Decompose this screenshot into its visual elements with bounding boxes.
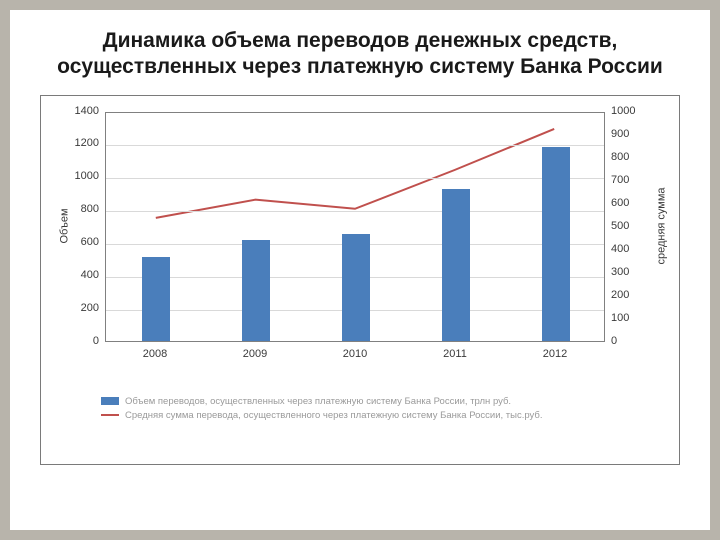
bar [142, 257, 170, 341]
legend-label-bar: Объем переводов, осуществленных через пл… [125, 396, 511, 407]
bar [242, 240, 270, 340]
y-left-tick: 1000 [69, 170, 99, 182]
bar [442, 189, 470, 340]
chart-title: Динамика объема переводов денежных средс… [32, 28, 688, 81]
y-left-tick: 600 [69, 236, 99, 248]
y-left-tick: 1200 [69, 137, 99, 149]
y-right-tick: 300 [611, 266, 645, 278]
bar [542, 147, 570, 341]
legend: Объем переводов, осуществленных через пл… [41, 396, 679, 424]
y-right-tick: 0 [611, 335, 645, 347]
y-axis-right-label: средняя сумма [656, 187, 668, 264]
y-right-tick: 800 [611, 151, 645, 163]
y-right-tick: 400 [611, 243, 645, 255]
y-left-tick: 200 [69, 302, 99, 314]
y-left-tick: 0 [69, 335, 99, 347]
gridline [106, 178, 604, 179]
chart-container: Объем средняя сумма Объем переводов, осу… [40, 95, 680, 465]
line-series [156, 128, 554, 217]
y-left-tick: 800 [69, 203, 99, 215]
x-tick-label: 2010 [343, 348, 367, 360]
legend-swatch-bar [101, 397, 119, 405]
y-right-tick: 700 [611, 174, 645, 186]
y-left-tick: 1400 [69, 105, 99, 117]
gridline [106, 145, 604, 146]
y-right-tick: 900 [611, 128, 645, 140]
y-right-tick: 1000 [611, 105, 645, 117]
legend-item-bar: Объем переводов, осуществленных через пл… [41, 396, 679, 407]
legend-label-line: Средняя сумма перевода, осуществленного … [125, 410, 543, 421]
y-right-tick: 600 [611, 197, 645, 209]
y-right-tick: 200 [611, 289, 645, 301]
x-tick-label: 2008 [143, 348, 167, 360]
slide: Динамика объема переводов денежных средс… [10, 10, 710, 530]
x-tick-label: 2009 [243, 348, 267, 360]
bar [342, 234, 370, 341]
legend-swatch-line [101, 414, 119, 416]
y-left-tick: 400 [69, 269, 99, 281]
legend-item-line: Средняя сумма перевода, осуществленного … [41, 410, 679, 421]
plot-area [105, 112, 605, 342]
y-right-tick: 100 [611, 312, 645, 324]
x-tick-label: 2012 [543, 348, 567, 360]
x-tick-label: 2011 [443, 348, 467, 360]
y-right-tick: 500 [611, 220, 645, 232]
gridline [106, 211, 604, 212]
